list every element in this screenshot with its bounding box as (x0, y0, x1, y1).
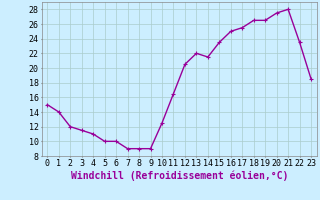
X-axis label: Windchill (Refroidissement éolien,°C): Windchill (Refroidissement éolien,°C) (70, 171, 288, 181)
